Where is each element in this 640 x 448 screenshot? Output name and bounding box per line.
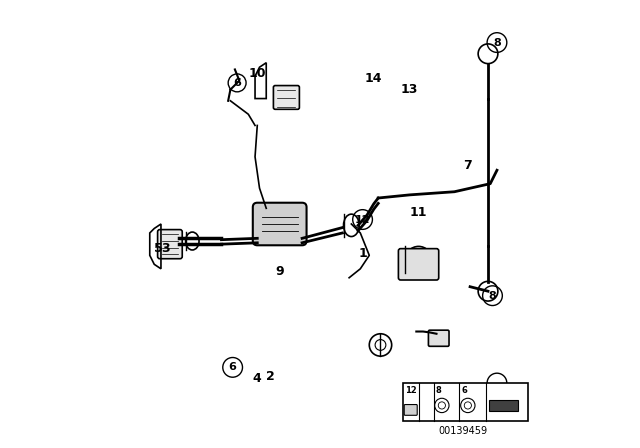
Text: 7: 7 <box>463 159 472 172</box>
FancyBboxPatch shape <box>157 229 182 259</box>
Text: 3: 3 <box>161 242 170 255</box>
Text: 12: 12 <box>355 215 371 224</box>
Text: 1: 1 <box>358 246 367 260</box>
Text: 10: 10 <box>248 67 266 81</box>
Text: 2: 2 <box>266 370 275 383</box>
Text: 8: 8 <box>488 291 497 301</box>
FancyBboxPatch shape <box>253 202 307 246</box>
FancyBboxPatch shape <box>428 330 449 346</box>
Text: 11: 11 <box>410 206 428 220</box>
Text: 4: 4 <box>253 372 262 385</box>
FancyBboxPatch shape <box>398 249 439 280</box>
Text: 6: 6 <box>233 78 241 88</box>
Bar <box>403 383 529 421</box>
FancyBboxPatch shape <box>404 405 417 415</box>
Bar <box>489 400 518 411</box>
Text: 8: 8 <box>436 386 442 395</box>
Text: 5: 5 <box>154 242 163 255</box>
Text: 13: 13 <box>401 83 419 96</box>
Text: 6: 6 <box>461 386 467 395</box>
Text: 14: 14 <box>365 72 383 85</box>
Text: 6: 6 <box>228 362 237 372</box>
Text: 00139459: 00139459 <box>439 426 488 436</box>
Text: 12: 12 <box>405 386 417 395</box>
Text: 9: 9 <box>275 264 284 278</box>
Text: 8: 8 <box>493 38 501 47</box>
FancyBboxPatch shape <box>273 86 300 109</box>
